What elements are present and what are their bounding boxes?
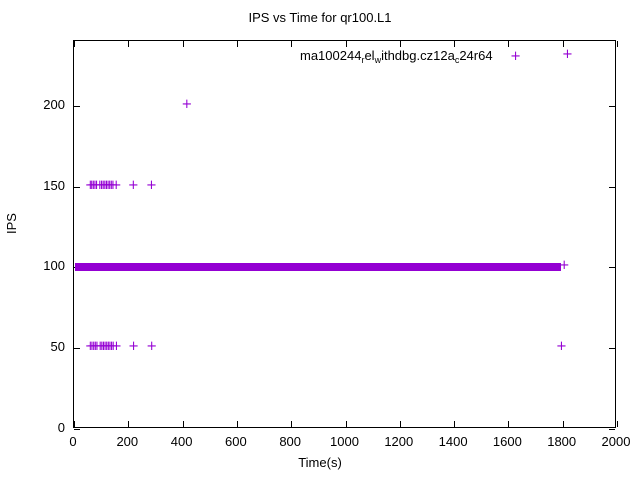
page-title: IPS vs Time for qr100.L1 <box>248 10 392 25</box>
x-tick-mark <box>562 421 564 427</box>
x-tick-label: 1400 <box>438 434 468 449</box>
plot-frame: + + + + + + + + + + + + + + + + + + + + + + + + + + + + + + + + + + + + + + <box>73 40 618 430</box>
x-tick-mark <box>617 41 618 47</box>
x-tick-label: 600 <box>225 434 247 449</box>
x-tick-mark <box>128 421 130 427</box>
x-tick-mark <box>128 41 130 47</box>
x-tick-mark <box>562 41 564 47</box>
y-tick-mark <box>74 105 80 107</box>
legend: ma100244relwithdbg.cz12ac24r64 + <box>300 48 539 65</box>
y-tick-label: 100 <box>43 258 65 274</box>
x-tick-mark <box>454 421 456 427</box>
x-tick-label: 2000 <box>601 434 631 449</box>
y-tick-mark <box>74 186 80 188</box>
x-tick-mark <box>454 41 456 47</box>
y-tick-mark <box>609 186 615 188</box>
y-tick-label: 200 <box>43 96 65 112</box>
y-tick-mark <box>609 348 615 350</box>
y-tick-label: 50 <box>50 339 65 355</box>
x-tick-mark <box>291 421 293 427</box>
y-tick-mark <box>74 348 80 350</box>
x-tick-label: 1800 <box>547 434 577 449</box>
x-tick-mark <box>345 421 347 427</box>
x-tick-mark <box>74 41 75 47</box>
x-tick-mark <box>291 41 293 47</box>
x-tick-mark <box>236 41 238 47</box>
y-tick-mark <box>609 105 615 107</box>
x-tick-mark <box>399 421 401 427</box>
x-tick-mark <box>74 421 75 427</box>
x-tick-label: 800 <box>279 434 302 449</box>
y-tick-mark <box>609 267 615 269</box>
x-tick-label: 0 <box>69 434 77 449</box>
x-tick-mark <box>508 421 510 427</box>
legend-series-label: ma100244relwithdbg.cz12ac24r64 <box>300 48 493 65</box>
x-tick-mark <box>399 41 401 47</box>
x-tick-mark <box>182 421 184 427</box>
x-tick-mark <box>508 41 510 47</box>
x-tick-mark <box>236 421 238 427</box>
y-tick-label: 150 <box>43 177 65 193</box>
x-tick-label: 400 <box>170 434 193 449</box>
x-tick-mark <box>617 421 618 427</box>
x-tick-label: 1000 <box>330 434 359 449</box>
plot-area: + + + + + + + + + + + + + + + + + + + + + + + + + + + + + + + + + + + + + + <box>74 41 615 427</box>
x-tick-label: 200 <box>116 434 139 449</box>
y-tick-mark <box>74 429 80 430</box>
x-tick-label: 1200 <box>384 434 414 449</box>
y-tick-mark <box>609 429 615 430</box>
x-tick-mark <box>182 41 184 47</box>
x-tick-mark <box>345 41 347 47</box>
x-axis-label: Time(s) <box>298 455 342 470</box>
dense-marker-band <box>75 263 561 272</box>
x-tick-label: 1600 <box>492 434 522 449</box>
y-axis-label: IPS <box>4 213 19 234</box>
legend-marker-plus-icon: + <box>510 49 522 64</box>
y-tick-label: 0 <box>57 420 65 435</box>
